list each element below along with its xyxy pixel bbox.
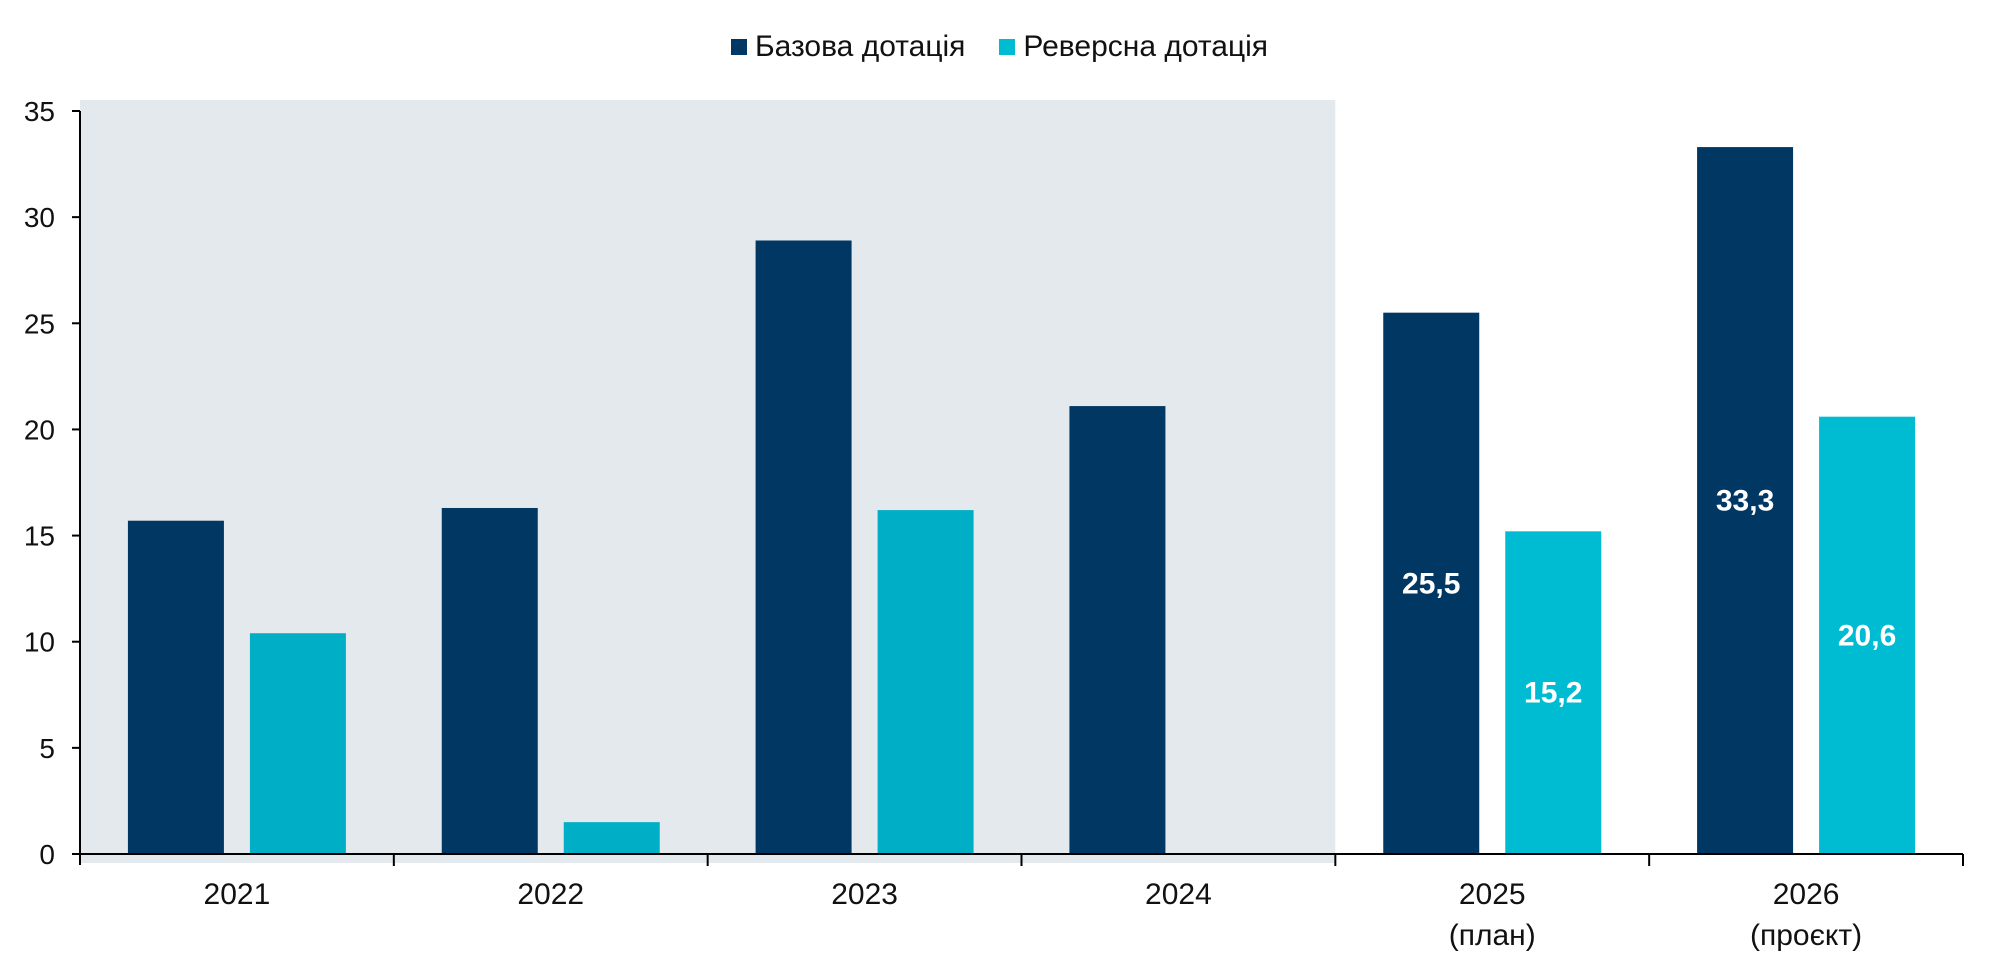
bar-reverse-2022 [563, 822, 660, 854]
x-label-2022: 2022 [517, 878, 584, 911]
bar-base-2026 [1697, 147, 1794, 855]
bar-reverse-2025 [1505, 531, 1602, 854]
x-label-2021: 2021 [204, 878, 271, 911]
bar-base-2022 [441, 507, 538, 854]
bar-base-2023 [755, 240, 852, 855]
bar-base-2021 [127, 520, 224, 854]
bar-reverse-2026 [1819, 416, 1916, 854]
data-label-reverse-2026: 20,6 [1838, 619, 1896, 652]
y-tick-label-5: 5 [39, 733, 55, 764]
y-tick-label-25: 25 [24, 308, 55, 339]
x-label-2024: 2024 [1145, 878, 1212, 911]
y-tick-label-15: 15 [24, 521, 55, 552]
x-sublabel-2025: (план) [1449, 919, 1536, 952]
x-label-2025: 2025 [1459, 878, 1526, 911]
bar-reverse-2021 [249, 633, 346, 854]
x-sublabel-2026: (проєкт) [1750, 919, 1862, 952]
legend-item-reverse: Реверсна дотація [999, 30, 1268, 64]
legend-label-base: Базова дотація [754, 30, 966, 63]
legend-item-base: Базова дотація [730, 30, 966, 64]
legend-label-reverse: Реверсна дотація [1023, 30, 1269, 63]
data-label-base-2026: 33,3 [1716, 485, 1774, 518]
legend-swatch-reverse [999, 39, 1016, 55]
legend: Базова дотація Реверсна дотація [0, 30, 1999, 64]
data-label-reverse-2025: 15,2 [1524, 677, 1582, 710]
y-tick-label-35: 35 [24, 96, 55, 127]
y-tick-label-0: 0 [39, 839, 55, 870]
y-tick-label-10: 10 [24, 627, 55, 658]
x-label-2026: 2026 [1773, 878, 1840, 911]
data-label-base-2025: 25,5 [1402, 567, 1460, 600]
y-tick-label-30: 30 [24, 202, 55, 233]
y-tick-label-20: 20 [24, 414, 55, 445]
bar-base-2024 [1069, 406, 1166, 854]
legend-swatch-base [730, 39, 747, 55]
bar-reverse-2023 [877, 510, 974, 854]
x-label-2023: 2023 [831, 878, 898, 911]
bar-base-2025 [1383, 312, 1480, 855]
